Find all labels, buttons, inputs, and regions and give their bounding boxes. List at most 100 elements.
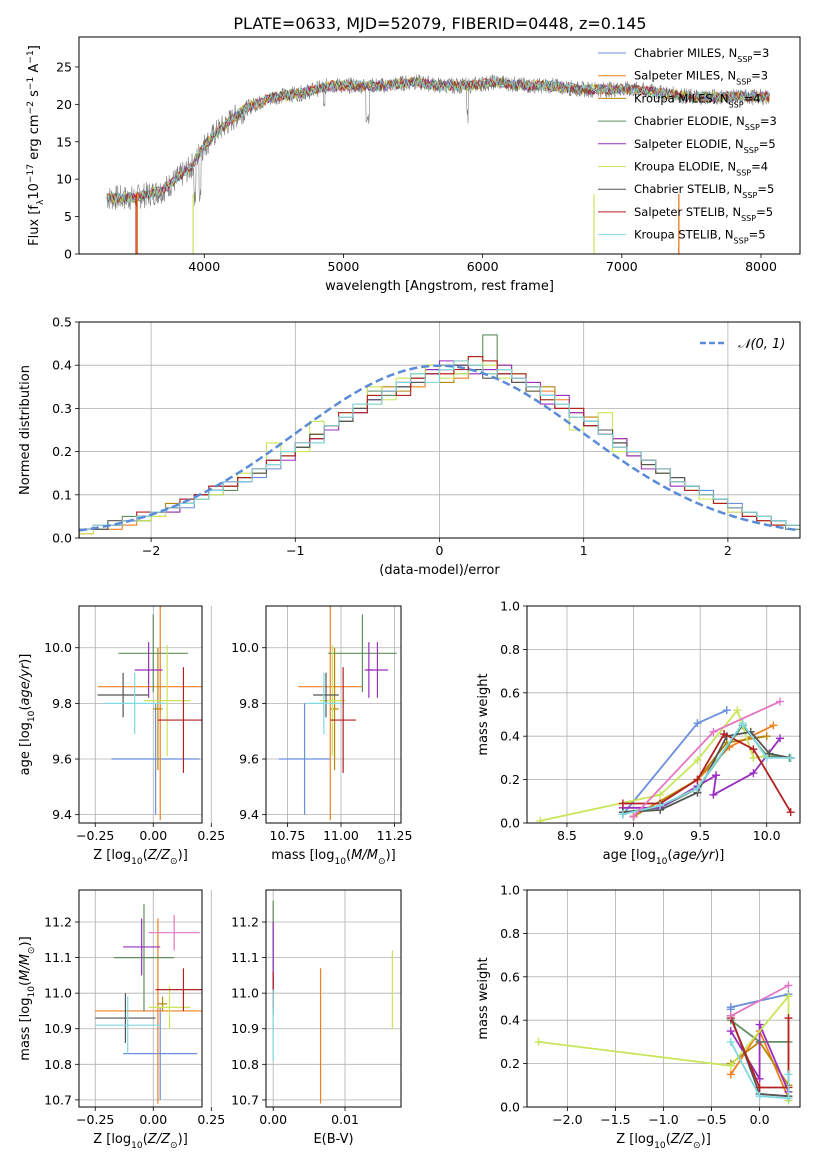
mass-weight-marker	[784, 1070, 793, 1079]
y-tick-label: 9.4	[52, 807, 72, 822]
x-tick-label: 0.0	[750, 1112, 770, 1127]
figure-title: PLATE=0633, MJD=52079, FIBERID=0448, z=0…	[233, 14, 646, 33]
y-axis-label: Flux [fλ10−17 erg cm−2 s−1 A−1]	[26, 45, 46, 246]
y-axis-label: mass weight	[476, 957, 491, 1039]
residual-histogram-panel: −2 −1 0 1 2 0.0 0.1 0.2 0.3 0.4 0.5 (data-model)/er…	[18, 315, 801, 578]
plot-area	[95, 904, 202, 1104]
mass-weight-marker	[722, 706, 731, 715]
legend-label: Salpeter ELODIE, NSSP=5	[634, 137, 776, 155]
mass-weight-marker	[709, 727, 718, 736]
mass-weight-line	[730, 1041, 790, 1100]
axis-ticks: 10.75 11.00 11.25 9.4 9.6 9.8 10.0	[231, 640, 412, 843]
mass-weight-marker	[733, 706, 742, 715]
y-tick-label: 11.2	[231, 915, 259, 930]
axis-ticks: −2 −1 0 1 2 0.0 0.1 0.2 0.3 0.4 0.5	[52, 315, 732, 559]
y-tick-label: 1.0	[500, 599, 520, 614]
y-tick-label: 11.0	[44, 986, 72, 1001]
y-tick-label: 11.1	[44, 950, 72, 965]
spectrum-panel: 4000 5000 6000 7000 8000 0 5 10 15 20 25 wavelength…	[26, 36, 801, 294]
mass-weight-marker	[618, 810, 627, 819]
plot-frame	[78, 36, 801, 255]
y-tick-label: 0.0	[500, 816, 520, 831]
mass-weight-marker	[784, 992, 793, 1001]
x-tick-label: 0.25	[197, 828, 225, 843]
x-tick-label: 7000	[606, 259, 638, 274]
plot-frame	[265, 889, 402, 1108]
mass-weight-marker	[765, 749, 774, 758]
mass-weight-marker	[709, 790, 718, 799]
plot-area	[106, 74, 770, 254]
x-tick-label: 6000	[467, 259, 499, 274]
mass-weight-marker	[629, 812, 638, 821]
legend-label: Kroupa MILES, NSSP=4	[634, 91, 761, 109]
mass-weight-marker	[784, 1014, 793, 1023]
y-tick-label: 20	[56, 97, 72, 112]
legend-label: Kroupa ELODIE, NSSP=4	[634, 160, 768, 178]
legend-label: 𝒩(0, 1)	[738, 337, 785, 352]
y-tick-label: 0.0	[500, 1100, 520, 1115]
x-tick-label: −1.5	[600, 1112, 630, 1127]
x-tick-label: −1	[286, 543, 304, 558]
x-tick-label: 0.00	[259, 1112, 287, 1127]
y-tick-label: 10.9	[231, 1021, 259, 1036]
histogram-step	[79, 360, 800, 538]
axis-ticks: −2.0 −1.5 −1.0 −0.5 0.0 0.0 0.2 0.4 0.6 0.8 1.0	[500, 883, 769, 1128]
mass-weight-marker	[720, 730, 729, 739]
y-tick-label: 0.0	[52, 531, 72, 546]
mass-weight-marker	[755, 1020, 764, 1029]
mass-weight-marker	[726, 1003, 735, 1012]
mass-weight-marker	[618, 799, 627, 808]
x-tick-label: 11.00	[323, 828, 359, 843]
y-tick-label: 10.7	[44, 1092, 72, 1107]
mass-weight-marker	[726, 1011, 735, 1020]
age-vs-mass-panel: 10.75 11.00 11.25 9.4 9.6 9.8 10.0 mass [log10(…	[231, 605, 412, 867]
mass-weight-marker	[536, 816, 545, 823]
x-tick-label: 10.75	[270, 828, 306, 843]
mass-weight-marker	[749, 745, 758, 754]
legend-label: Chabrier STELIB, NSSP=5	[634, 182, 774, 200]
y-tick-label: 0.2	[52, 444, 72, 459]
plot-area	[536, 697, 795, 823]
y-tick-label: 11.0	[231, 986, 259, 1001]
y-axis-label: age [log10(age/yr)]	[18, 654, 37, 776]
mass-weight-marker	[786, 753, 795, 762]
mass-weight-marker	[749, 769, 758, 778]
spectrum-legend: Chabrier MILES, NSSP=3 Salpeter MILES, NS…	[598, 46, 777, 245]
legend-label: Salpeter STELIB, NSSP=5	[634, 205, 773, 223]
mass-weight-marker	[755, 1092, 764, 1101]
y-tick-label: 0.3	[52, 401, 72, 416]
x-tick-label: 0.00	[139, 1112, 167, 1127]
y-tick-label: 10.0	[231, 640, 259, 655]
y-tick-label: 0.6	[500, 969, 520, 984]
x-tick-label: 10.0	[753, 828, 781, 843]
y-axis-label: Normed distribution	[18, 365, 33, 495]
mass-weight-marker	[726, 1061, 735, 1070]
y-tick-label: 9.8	[239, 696, 259, 711]
mass-vs-metallicity-panel: −0.25 0.00 0.25 10.7 10.8 10.9 11.0 11.1 11.2 Z […	[18, 889, 225, 1151]
y-tick-label: 0.8	[500, 642, 520, 657]
x-tick-label: 4000	[188, 259, 220, 274]
x-axis-label: E(B-V)	[313, 1132, 353, 1147]
mass-weight-marker	[784, 981, 793, 990]
x-tick-label: 2	[724, 543, 732, 558]
mass-vs-reddening-panel: 0.00 0.01 10.7 10.8 10.9 11.0 11.1 11.2 E(B-V)	[231, 889, 402, 1147]
mass-weight-marker	[712, 771, 721, 780]
y-tick-label: 11.2	[44, 915, 72, 930]
y-tick-label: 15	[56, 134, 72, 149]
y-tick-label: 10.8	[44, 1057, 72, 1072]
y-tick-label: 5	[64, 209, 72, 224]
mass-weight-marker	[762, 753, 771, 762]
mass-weight-marker	[749, 753, 758, 762]
mass-weight-marker	[693, 784, 702, 793]
mass-weight-marker	[656, 790, 665, 799]
mass-weight-marker	[693, 719, 702, 728]
y-axis-label: mass weight	[476, 673, 491, 755]
x-tick-label: −2	[142, 543, 160, 558]
mass-weight-marker	[755, 1083, 764, 1092]
mass-weight-marker	[693, 775, 702, 784]
x-tick-label: 11.25	[377, 828, 413, 843]
mass-weight-line	[622, 732, 792, 813]
mass-weight-marker	[776, 734, 785, 743]
mass-weight-marker	[693, 756, 702, 765]
plot-area	[272, 900, 393, 1104]
